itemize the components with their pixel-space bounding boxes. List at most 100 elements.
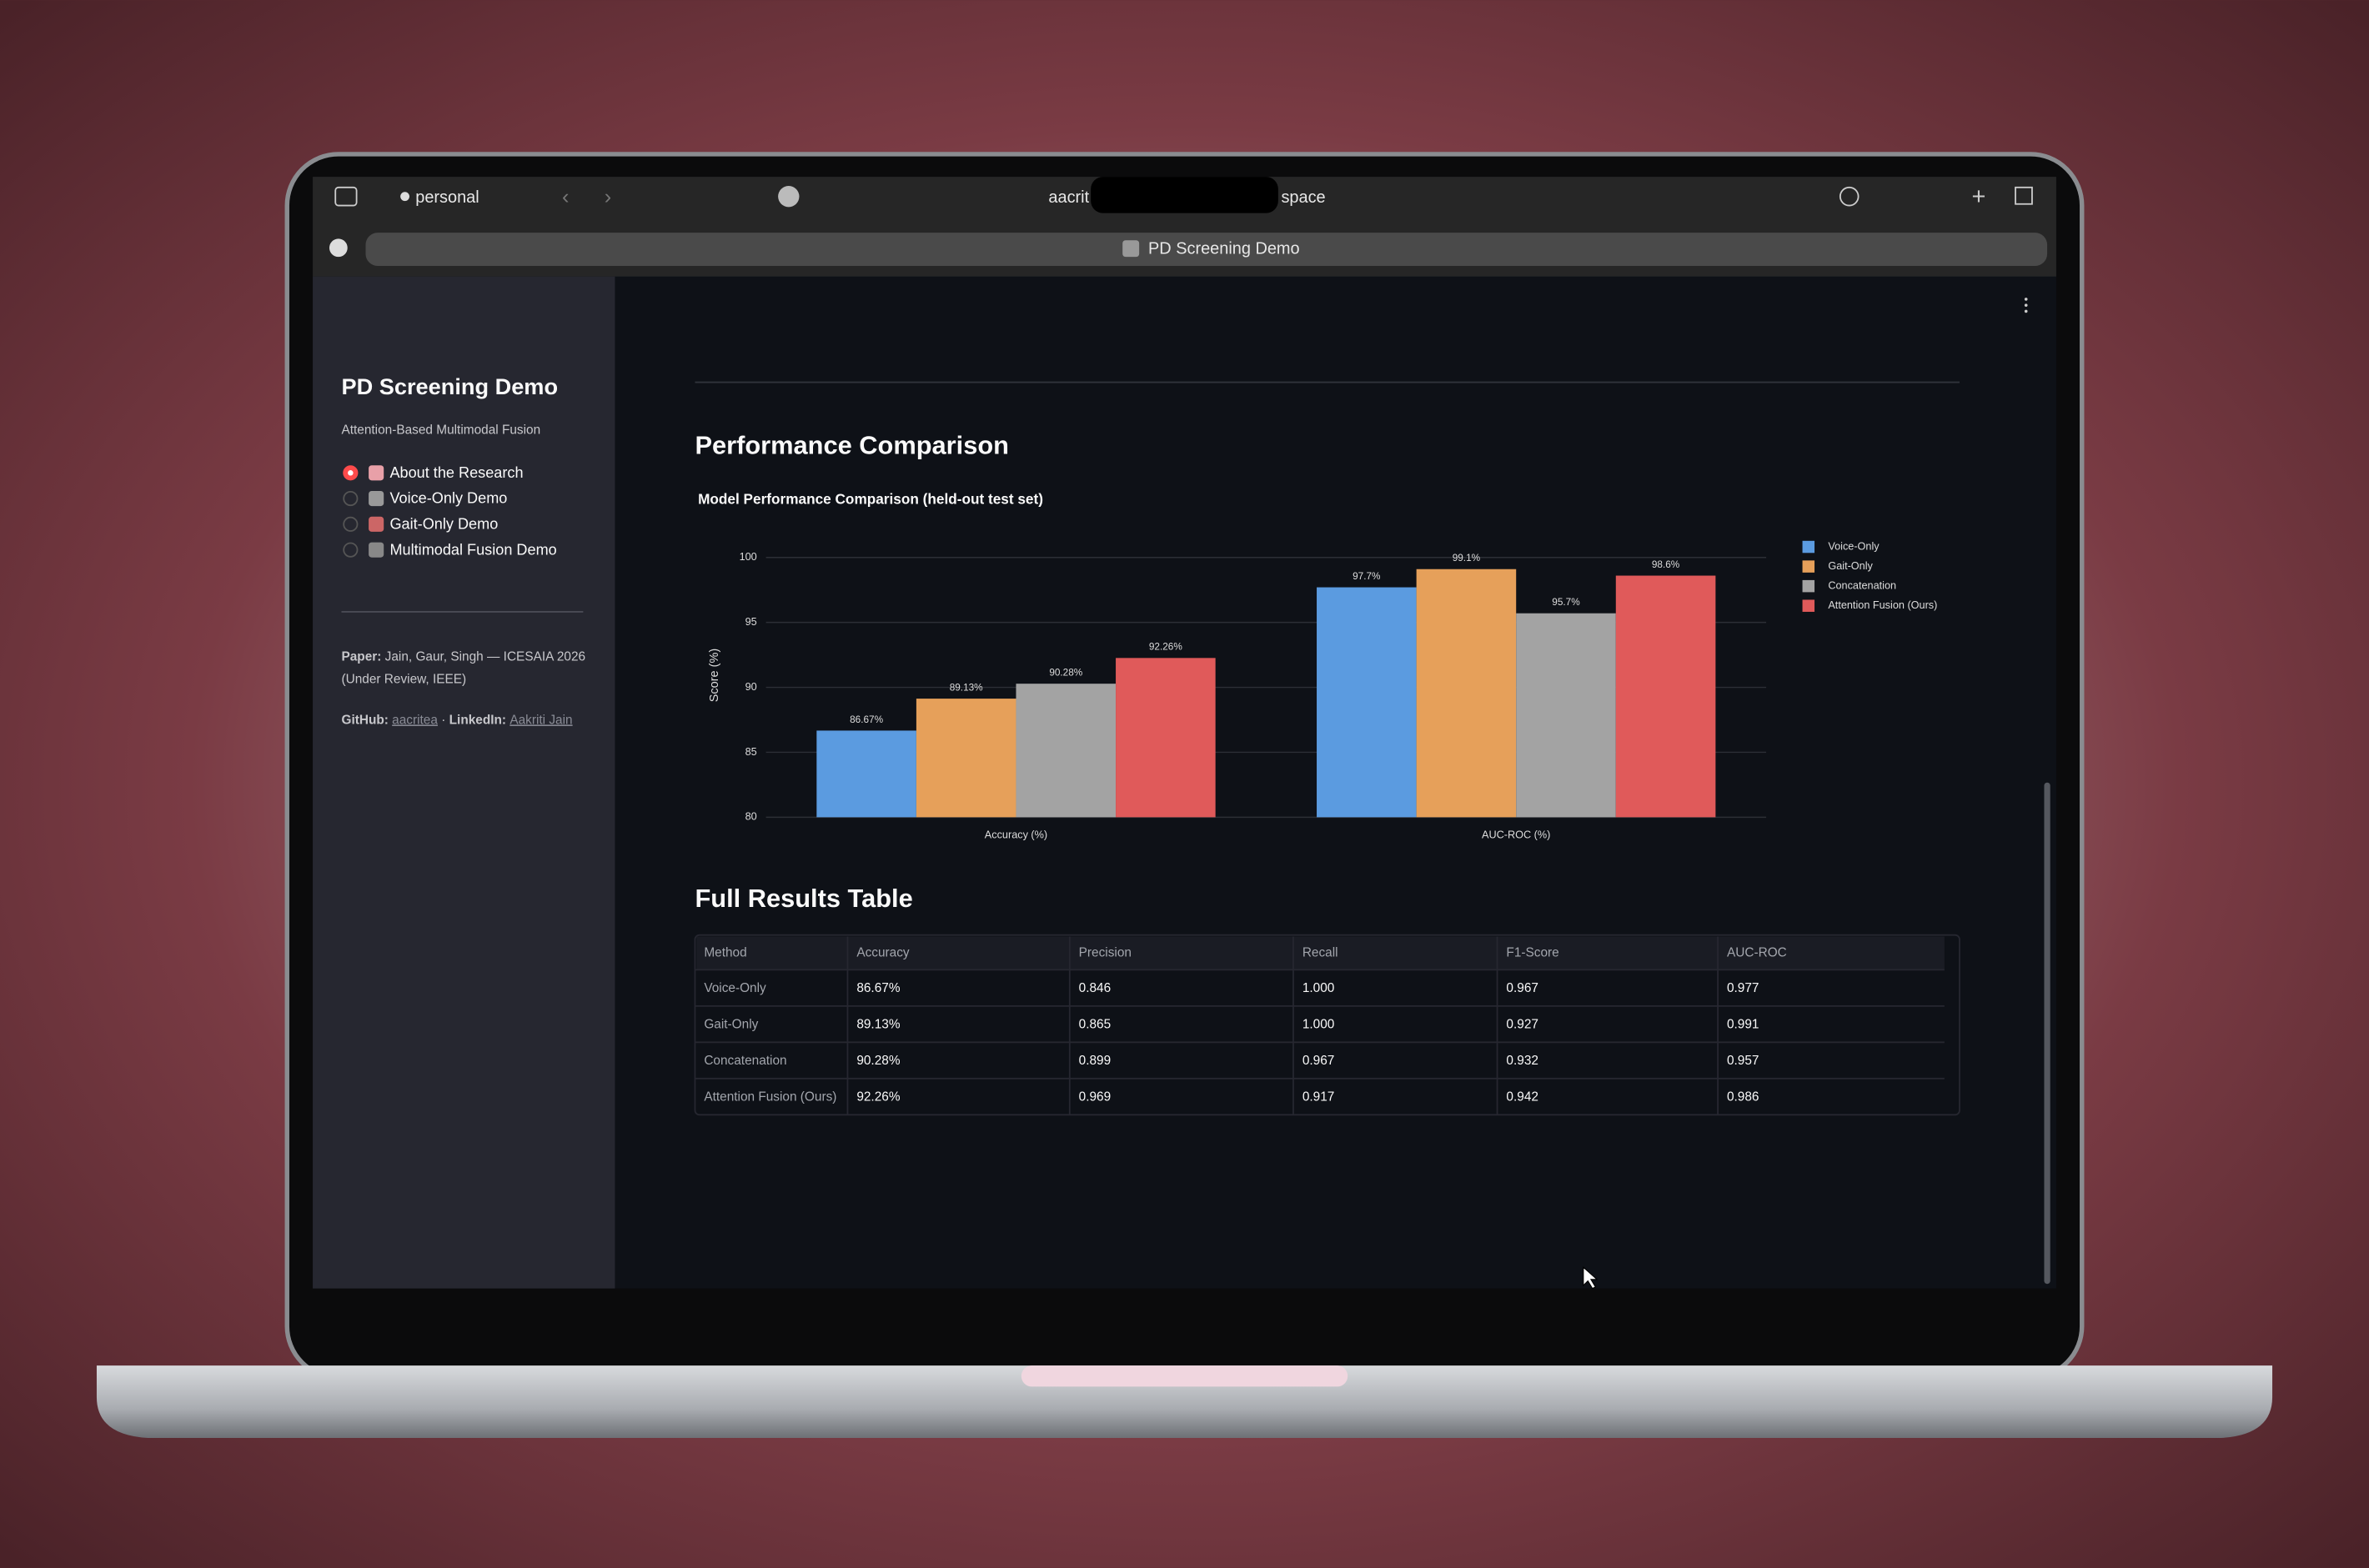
github-icon[interactable] <box>329 238 348 258</box>
legend-swatch[interactable] <box>1802 540 1815 554</box>
sidebar <box>313 276 615 1289</box>
profile-name[interactable]: personal <box>415 188 479 207</box>
legend-swatch[interactable] <box>1802 579 1815 593</box>
table-cell: 1.000 <box>1302 981 1335 995</box>
table-cell: 90.28% <box>856 1054 901 1068</box>
sidebar-subtitle: Attention-Based Multimodal Fusion <box>341 423 540 438</box>
nav-icon <box>369 490 384 507</box>
value-label: 89.13% <box>950 683 983 694</box>
legend-label[interactable]: Voice-Only <box>1828 540 1880 552</box>
scrollbar[interactable] <box>2044 782 2050 1285</box>
bar <box>916 699 1016 818</box>
bar <box>1116 658 1216 818</box>
nav-icon <box>369 516 384 532</box>
nav-icon <box>369 542 384 558</box>
tab-title[interactable]: PD Screening Demo <box>1148 239 1300 258</box>
table-cell: 0.967 <box>1302 1054 1335 1068</box>
separator: · <box>441 713 445 727</box>
nav-icon <box>369 465 384 481</box>
chart-title: Model Performance Comparison (held-out t… <box>698 490 1043 507</box>
table-cell: 0.969 <box>1079 1090 1112 1105</box>
legend-swatch[interactable] <box>1802 560 1815 573</box>
nav-label[interactable]: Voice-Only Demo <box>389 490 507 507</box>
nav-radio[interactable] <box>343 516 359 532</box>
table-cell: 92.26% <box>856 1090 901 1105</box>
paper-note: (Under Review, IEEE) <box>341 673 466 687</box>
table-cell: 0.977 <box>1727 981 1759 995</box>
value-label: 99.1% <box>1453 553 1481 564</box>
forward-button[interactable]: › <box>605 185 611 208</box>
y-axis-title: Score (%) <box>708 649 721 702</box>
y-tick-label: 100 <box>740 551 757 563</box>
table-cell: 0.846 <box>1079 981 1112 995</box>
value-label: 90.28% <box>1049 668 1082 679</box>
x-tick-label: Accuracy (%) <box>985 829 1047 840</box>
paper-line: Paper: Jain, Gaur, Singh — ICESAIA 2026 <box>341 649 585 664</box>
extension-icon[interactable] <box>778 186 800 208</box>
legend-label[interactable]: Attention Fusion (Ours) <box>1828 599 1937 611</box>
linkedin-label: LinkedIn: <box>449 713 506 727</box>
bar <box>1016 684 1117 818</box>
tab-favicon <box>1122 240 1140 258</box>
nav-radio[interactable] <box>343 490 359 507</box>
y-tick-label: 80 <box>745 811 757 823</box>
cursor <box>1583 1266 1599 1290</box>
sidebar-toggle[interactable] <box>334 186 358 207</box>
github-link[interactable]: aacritea <box>392 713 438 727</box>
nav-label[interactable]: Gait-Only Demo <box>389 516 498 533</box>
nav-radio[interactable] <box>343 542 359 558</box>
paper-text: Jain, Gaur, Singh — ICESAIA 2026 <box>385 649 585 664</box>
menu-dot[interactable] <box>2024 309 2028 313</box>
back-button[interactable]: ‹ <box>562 185 569 208</box>
column-header: Accuracy <box>856 945 910 959</box>
column-header: Precision <box>1079 945 1132 959</box>
tabs-button[interactable] <box>2015 186 2033 205</box>
table-cell: 0.942 <box>1506 1090 1538 1105</box>
laptop-base <box>96 1365 2273 1439</box>
bar <box>1615 575 1716 818</box>
value-label: 86.67% <box>850 714 883 725</box>
table-cell: 89.13% <box>856 1018 901 1032</box>
address-left[interactable]: aacrit <box>1048 188 1089 207</box>
value-label: 97.7% <box>1353 571 1381 582</box>
legend-label[interactable]: Concatenation <box>1828 579 1896 591</box>
y-tick-label: 95 <box>745 616 757 628</box>
bar <box>1317 587 1417 818</box>
legend-label[interactable]: Gait-Only <box>1828 560 1873 572</box>
table-cell: 0.927 <box>1506 1018 1538 1032</box>
table-cell: 1.000 <box>1302 1018 1335 1032</box>
nav-label[interactable]: Multimodal Fusion Demo <box>389 541 556 558</box>
value-label: 92.26% <box>1149 642 1182 653</box>
github-label: GitHub: <box>341 713 388 727</box>
chart: 80 85 90 95 100 Accuracy (%) 86.67% 89.13% 90.28… <box>740 540 1938 840</box>
bar <box>1416 569 1517 818</box>
row-header: Gait-Only <box>704 1018 758 1032</box>
value-label: 98.6% <box>1652 559 1680 570</box>
new-tab-button[interactable]: + <box>1971 183 1985 210</box>
table-cell: 0.991 <box>1727 1018 1759 1032</box>
legend-swatch[interactable] <box>1802 599 1815 612</box>
tab[interactable] <box>365 233 2048 267</box>
nav-radio-dot <box>348 469 354 476</box>
table-cell: 0.957 <box>1727 1054 1759 1068</box>
table-cell: 0.865 <box>1079 1018 1112 1032</box>
value-label: 95.7% <box>1552 597 1580 608</box>
links-line: GitHub: aacritea · LinkedIn: Aakriti Jai… <box>341 713 572 727</box>
trackpad-notch <box>1021 1365 1348 1387</box>
y-tick-label: 85 <box>745 746 757 758</box>
download-button[interactable] <box>1839 186 1860 207</box>
address-right[interactable]: space <box>1281 188 1325 207</box>
menu-dot[interactable] <box>2024 303 2028 307</box>
nav-label[interactable]: About the Research <box>389 464 523 481</box>
linkedin-link[interactable]: Aakriti Jain <box>509 713 572 727</box>
table-cell: 0.986 <box>1727 1090 1759 1105</box>
section-heading: Performance Comparison <box>695 431 1009 460</box>
column-header: AUC-ROC <box>1727 945 1787 959</box>
paper-label: Paper: <box>341 649 381 664</box>
menu-dot[interactable] <box>2024 298 2028 301</box>
column-header: Method <box>704 945 746 959</box>
table-cell: 0.932 <box>1506 1054 1538 1068</box>
column-header: Recall <box>1302 945 1338 959</box>
bar <box>816 730 916 818</box>
